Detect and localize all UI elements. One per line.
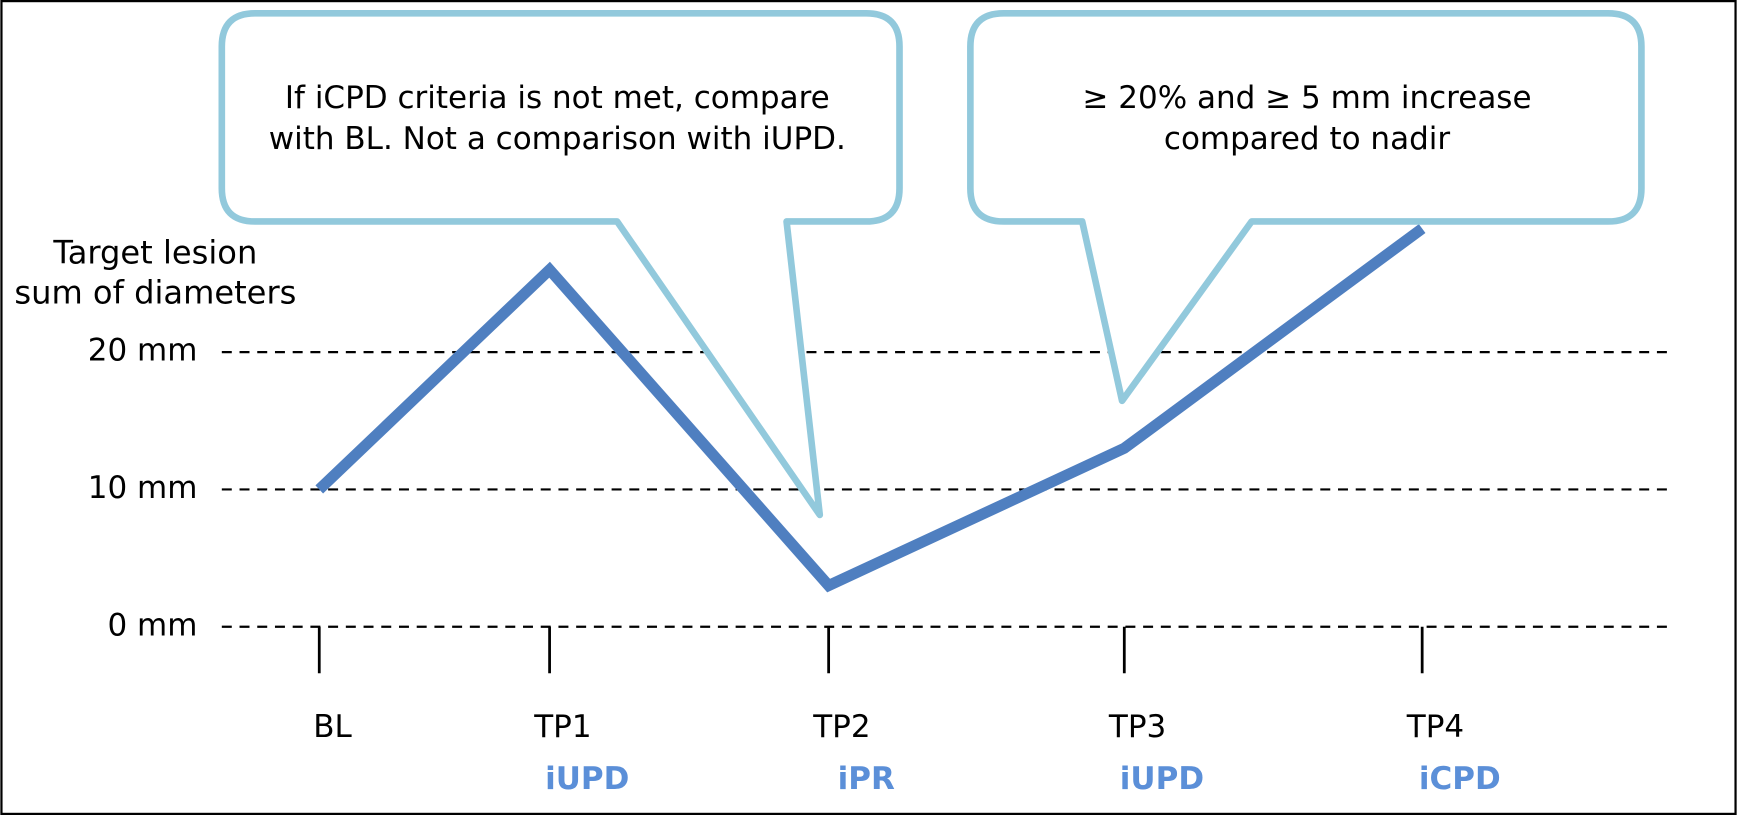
x-tick-label: TP4 bbox=[1406, 709, 1464, 745]
status-label: iPR bbox=[838, 761, 895, 797]
data-line bbox=[315, 224, 1426, 593]
status-label: iCPD bbox=[1419, 761, 1501, 797]
callout-text: with BL. Not a comparison with iUPD. bbox=[269, 121, 846, 157]
status-label: iUPD bbox=[545, 761, 629, 797]
callouts: If iCPD criteria is not met, compare with… bbox=[218, 9, 1645, 519]
x-tick-label: BL bbox=[313, 709, 352, 745]
callout-bubble bbox=[967, 9, 1645, 405]
y-tick-label: 10 mm bbox=[88, 470, 198, 506]
callout-text: compared to nadir bbox=[1164, 121, 1450, 157]
x-tick-label: TP2 bbox=[812, 709, 870, 745]
callout-bubble bbox=[218, 9, 903, 519]
y-axis-title: Target lesion bbox=[52, 234, 257, 272]
x-tick-label: TP3 bbox=[1108, 709, 1166, 745]
callout-text: ≥ 20% and ≥ 5 mm increase bbox=[1082, 80, 1531, 116]
y-tick-label: 20 mm bbox=[88, 333, 198, 369]
status-label: iUPD bbox=[1120, 761, 1204, 797]
y-tick-label: 0 mm bbox=[107, 607, 197, 643]
x-tick-label: TP1 bbox=[533, 709, 591, 745]
y-axis-title: sum of diameters bbox=[14, 274, 296, 312]
callout-text: If iCPD criteria is not met, compare bbox=[285, 80, 830, 116]
